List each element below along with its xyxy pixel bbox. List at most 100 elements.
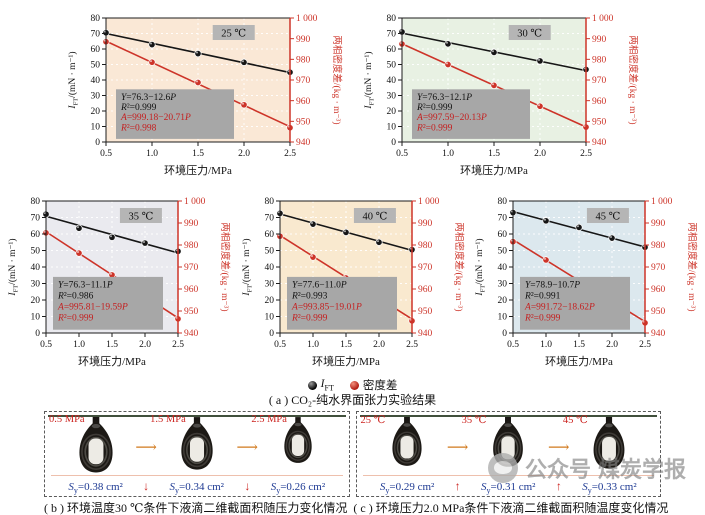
needle-support-line bbox=[359, 415, 657, 417]
svg-text:70: 70 bbox=[31, 214, 41, 224]
svg-text:10: 10 bbox=[498, 313, 508, 323]
temp-label: 45 ℃ bbox=[586, 208, 629, 223]
legend-item-ift: IFT bbox=[307, 377, 334, 393]
droplet-image bbox=[284, 417, 312, 463]
svg-text:20: 20 bbox=[498, 296, 508, 306]
density-legend-label: 密度差 bbox=[362, 380, 398, 392]
svg-text:20: 20 bbox=[264, 296, 274, 306]
svg-text:990: 990 bbox=[592, 35, 607, 45]
x-axis-label: 环境压力/MPa bbox=[545, 354, 613, 368]
svg-text:R²=0.999: R²=0.999 bbox=[291, 313, 328, 323]
svg-text:10: 10 bbox=[386, 123, 396, 133]
svg-text:30: 30 bbox=[264, 280, 274, 290]
svg-text:990: 990 bbox=[296, 35, 311, 45]
svg-text:Y=77.6−11.0P: Y=77.6−11.0P bbox=[292, 280, 347, 290]
svg-text:950: 950 bbox=[296, 118, 311, 128]
svg-text:1 000: 1 000 bbox=[184, 197, 206, 207]
svg-text:50: 50 bbox=[90, 61, 100, 71]
svg-text:R²=0.993: R²=0.993 bbox=[291, 291, 328, 301]
svg-text:20: 20 bbox=[31, 296, 41, 306]
watermark: 公众号 煤炭学报 bbox=[488, 452, 686, 484]
svg-text:2.5: 2.5 bbox=[639, 340, 651, 350]
y-axis-label-left: IFT/(mN · m⁻¹) bbox=[474, 238, 487, 296]
svg-text:10: 10 bbox=[31, 313, 41, 323]
svg-text:0.5: 0.5 bbox=[100, 149, 112, 159]
area-row: Sy=0.38 cm² Sy=0.34 cm² Sy=0.26 cm² bbox=[45, 481, 349, 495]
svg-text:70: 70 bbox=[498, 214, 508, 224]
right-arrow-icon: ⟶ bbox=[446, 440, 469, 456]
svg-text:0.5: 0.5 bbox=[40, 340, 52, 350]
temp-label: 30 ℃ bbox=[508, 25, 551, 40]
svg-text:50: 50 bbox=[498, 247, 508, 257]
svg-text:940: 940 bbox=[184, 329, 199, 339]
watermark-logo-icon bbox=[488, 453, 518, 483]
temp-label: 35 ℃ bbox=[119, 208, 162, 223]
svg-text:960: 960 bbox=[418, 285, 433, 295]
condition-label: 0.5 MPa bbox=[49, 414, 85, 425]
svg-text:980: 980 bbox=[418, 241, 433, 251]
series-ift bbox=[101, 29, 294, 76]
svg-text:0.5: 0.5 bbox=[396, 149, 408, 159]
ift-legend-label: IFT bbox=[320, 377, 334, 393]
y-axis-label-right: 两相密度差/(kg · m⁻³) bbox=[331, 35, 343, 124]
chart-block-45c: Y=78.9−10.7P R²=0.991 A=991.72−18.62P R²=0.… bbox=[471, 187, 701, 378]
svg-text:10: 10 bbox=[90, 123, 100, 133]
watermark-text-2: 煤炭学报 bbox=[598, 457, 687, 482]
svg-text:Y=76.3−12.6P: Y=76.3−12.6P bbox=[121, 93, 176, 103]
svg-text:1.5: 1.5 bbox=[192, 149, 204, 159]
condition-label: 45 ℃ bbox=[562, 415, 588, 426]
droplet-cell: 25 ℃ bbox=[357, 412, 458, 496]
svg-text:990: 990 bbox=[418, 219, 433, 229]
svg-text:Y=76.3−12.1P: Y=76.3−12.1P bbox=[417, 93, 472, 103]
y-axis-label-right: 两相密度差/(kg · m⁻³) bbox=[627, 35, 639, 124]
svg-text:2.0: 2.0 bbox=[373, 340, 385, 350]
svg-text:970: 970 bbox=[296, 76, 311, 86]
up-arrow-icon: ↑ bbox=[555, 479, 562, 493]
svg-text:R²=0.999: R²=0.999 bbox=[416, 103, 453, 113]
svg-text:970: 970 bbox=[184, 263, 199, 273]
panel-captions: ( b ) 环境温度30 ℃条件下液滴二维截面积随压力变化情况 ( c ) 环境… bbox=[44, 499, 668, 515]
watermark-text-1: 公众号 bbox=[525, 457, 592, 482]
svg-text:2.0: 2.0 bbox=[534, 149, 546, 159]
svg-text:0: 0 bbox=[502, 329, 507, 339]
caption-b: ( b ) 环境温度30 ℃条件下液滴二维截面积随压力变化情况 bbox=[44, 501, 348, 515]
y-axis-label-right: 两相密度差/(kg · m⁻³) bbox=[219, 222, 231, 311]
svg-text:940: 940 bbox=[296, 138, 311, 148]
svg-text:970: 970 bbox=[418, 263, 433, 273]
svg-text:980: 980 bbox=[651, 241, 666, 251]
svg-text:1.5: 1.5 bbox=[340, 340, 352, 350]
equation-box: Y=78.9−10.7PR²=0.991A=991.72−18.62PR²=0.… bbox=[520, 276, 630, 330]
svg-text:35 ℃: 35 ℃ bbox=[128, 212, 153, 223]
svg-text:40: 40 bbox=[31, 263, 41, 273]
svg-text:Y=76.3−11.1P: Y=76.3−11.1P bbox=[58, 280, 113, 290]
svg-text:1 000: 1 000 bbox=[418, 197, 440, 207]
svg-text:60: 60 bbox=[264, 230, 274, 240]
chart-block-25c: Y=76.3−12.6P R²=0.999 A=999.18−20.71P R²=0.… bbox=[64, 4, 346, 187]
density-marker-icon bbox=[349, 380, 359, 390]
droplet-cell: 2.5 MPa bbox=[247, 412, 348, 496]
svg-text:950: 950 bbox=[592, 118, 607, 128]
droplet-image bbox=[593, 417, 625, 469]
svg-text:0.5: 0.5 bbox=[274, 340, 286, 350]
svg-text:A=991.72−18.62P: A=991.72−18.62P bbox=[524, 302, 595, 312]
svg-text:40: 40 bbox=[498, 263, 508, 273]
svg-text:R²=0.999: R²=0.999 bbox=[57, 313, 94, 323]
droplet-cell: 45 ℃ bbox=[559, 412, 660, 496]
x-axis-label: 环境压力/MPa bbox=[78, 354, 146, 368]
svg-text:980: 980 bbox=[184, 241, 199, 251]
down-arrow-icon: ↓ bbox=[244, 479, 251, 493]
svg-text:30 ℃: 30 ℃ bbox=[517, 29, 542, 40]
svg-text:950: 950 bbox=[184, 307, 199, 317]
right-arrow-icon: ⟶ bbox=[548, 440, 570, 456]
series-ift bbox=[509, 208, 649, 251]
svg-text:1.0: 1.0 bbox=[307, 340, 319, 350]
chart-block-35c: Y=76.3−11.1P R²=0.986 A=995.81−19.59P R²=0.… bbox=[4, 187, 234, 378]
svg-text:940: 940 bbox=[592, 138, 607, 148]
svg-text:0.5: 0.5 bbox=[507, 340, 519, 350]
svg-text:970: 970 bbox=[592, 76, 607, 86]
svg-text:20: 20 bbox=[386, 107, 396, 117]
svg-text:60: 60 bbox=[386, 45, 396, 55]
legend: IFT 密度差 bbox=[0, 378, 705, 392]
area-value: Sy=0.26 cm² bbox=[270, 480, 326, 495]
